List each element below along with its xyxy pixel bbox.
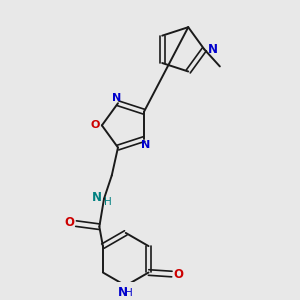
Text: O: O bbox=[174, 268, 184, 281]
Text: N: N bbox=[118, 286, 128, 299]
Text: H: H bbox=[125, 287, 133, 298]
Text: O: O bbox=[90, 120, 100, 130]
Text: O: O bbox=[64, 217, 74, 230]
Text: N: N bbox=[112, 93, 121, 103]
Text: N: N bbox=[92, 191, 101, 204]
Text: N: N bbox=[141, 140, 150, 150]
Text: H: H bbox=[104, 197, 112, 207]
Text: N: N bbox=[208, 43, 218, 56]
